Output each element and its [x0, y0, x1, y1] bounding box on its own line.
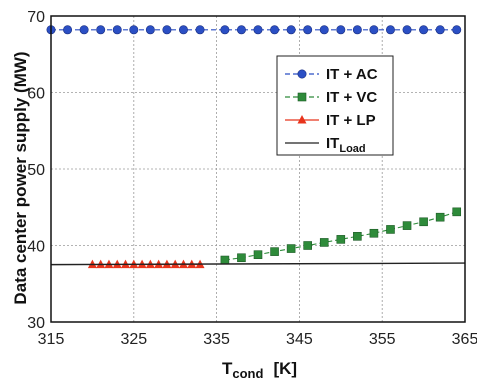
legend-box — [276, 55, 394, 156]
data-point-it-ac — [369, 25, 379, 35]
series-line-it-load — [50, 262, 466, 266]
data-point-it-ac — [253, 25, 263, 35]
grid — [51, 16, 465, 322]
data-point-it-vc — [270, 247, 279, 256]
data-point-it-ac — [352, 25, 362, 35]
data-point-it-ac — [79, 25, 89, 35]
legend-item-it-ac: IT + AC — [285, 66, 378, 83]
legend-item-it-vc: IT + VC — [285, 89, 377, 106]
data-point-it-ac — [435, 25, 445, 35]
data-point-it-vc — [237, 253, 246, 263]
data-point-it-vc — [386, 225, 395, 234]
x-tick-label: 325 — [120, 331, 147, 348]
series-it-ac — [46, 25, 462, 35]
x-axis-title-main: T — [222, 359, 233, 378]
data-point-it-ac — [336, 25, 346, 35]
data-point-it-ac — [385, 25, 395, 35]
data-point-it-vc — [319, 238, 329, 247]
data-point-it-ac — [162, 25, 172, 35]
data-point-it-ac — [96, 25, 106, 35]
data-point-it-vc — [253, 250, 263, 259]
data-point-it-vc — [452, 207, 462, 217]
series-it-vc — [220, 207, 462, 265]
data-point-it-ac — [178, 25, 188, 35]
y-tick-label: 60 — [27, 86, 45, 103]
data-point-it-ac — [195, 25, 205, 35]
y-tick-label: 70 — [27, 9, 45, 26]
x-axis-title-sub: cond — [232, 366, 263, 380]
plot-series — [46, 25, 466, 269]
data-point-it-ac — [286, 25, 296, 35]
data-point-it-ac — [112, 25, 122, 35]
data-point-it-vc — [220, 255, 230, 265]
data-point-it-ac — [236, 25, 246, 35]
y-axis-title: Data center power supply (MW) — [11, 51, 30, 304]
legend-swatch-marker — [297, 115, 307, 124]
plot-frame — [50, 15, 466, 323]
legend-label: IT + VC — [326, 89, 377, 106]
legend-swatch-marker — [297, 92, 307, 102]
tick-labels: 315 325 335 345 355 365 30 40 50 60 70 — [27, 9, 477, 348]
data-point-it-ac — [145, 25, 155, 35]
data-point-it-vc — [336, 235, 346, 244]
x-tick-label: 315 — [38, 331, 65, 348]
data-point-it-ac — [319, 25, 329, 35]
y-tick-label: 30 — [27, 315, 45, 332]
x-tick-label: 355 — [369, 331, 396, 348]
data-point-it-ac — [452, 25, 462, 35]
data-point-it-vc — [419, 217, 428, 227]
series-line-it-vc — [224, 211, 457, 261]
x-axis-title: Tcond [K] — [222, 359, 297, 380]
legend-swatch-marker — [297, 69, 307, 79]
data-point-it-ac — [270, 25, 280, 35]
data-point-it-vc — [402, 221, 412, 230]
data-point-it-ac — [402, 25, 412, 35]
x-tick-label: 335 — [203, 331, 230, 348]
legend-item-it-lp: IT + LP — [285, 112, 376, 129]
data-point-it-vc — [303, 241, 312, 250]
data-point-it-vc — [353, 232, 362, 241]
legend-item-it-load: ITLoad — [285, 135, 366, 155]
x-tick-label: 365 — [452, 331, 477, 348]
data-point-it-ac — [220, 25, 230, 35]
data-point-it-ac — [129, 25, 139, 35]
x-tick-label: 345 — [286, 331, 313, 348]
data-point-it-ac — [303, 25, 313, 35]
y-tick-label: 50 — [27, 162, 45, 179]
data-point-it-vc — [369, 228, 379, 238]
legend-label: IT + AC — [326, 66, 378, 83]
legend-label: ITLoad — [326, 135, 366, 155]
series-it-load — [50, 262, 466, 266]
legend-label: IT + LP — [326, 112, 376, 129]
legend: IT + AC IT + VC IT + LP ITLoad — [276, 55, 394, 156]
x-axis-title-unit: [K] — [273, 359, 297, 378]
data-point-it-ac — [419, 25, 429, 35]
data-point-it-ac — [63, 25, 73, 35]
data-point-it-vc — [286, 244, 296, 253]
data-point-it-vc — [435, 212, 445, 222]
y-tick-label: 40 — [27, 239, 45, 256]
